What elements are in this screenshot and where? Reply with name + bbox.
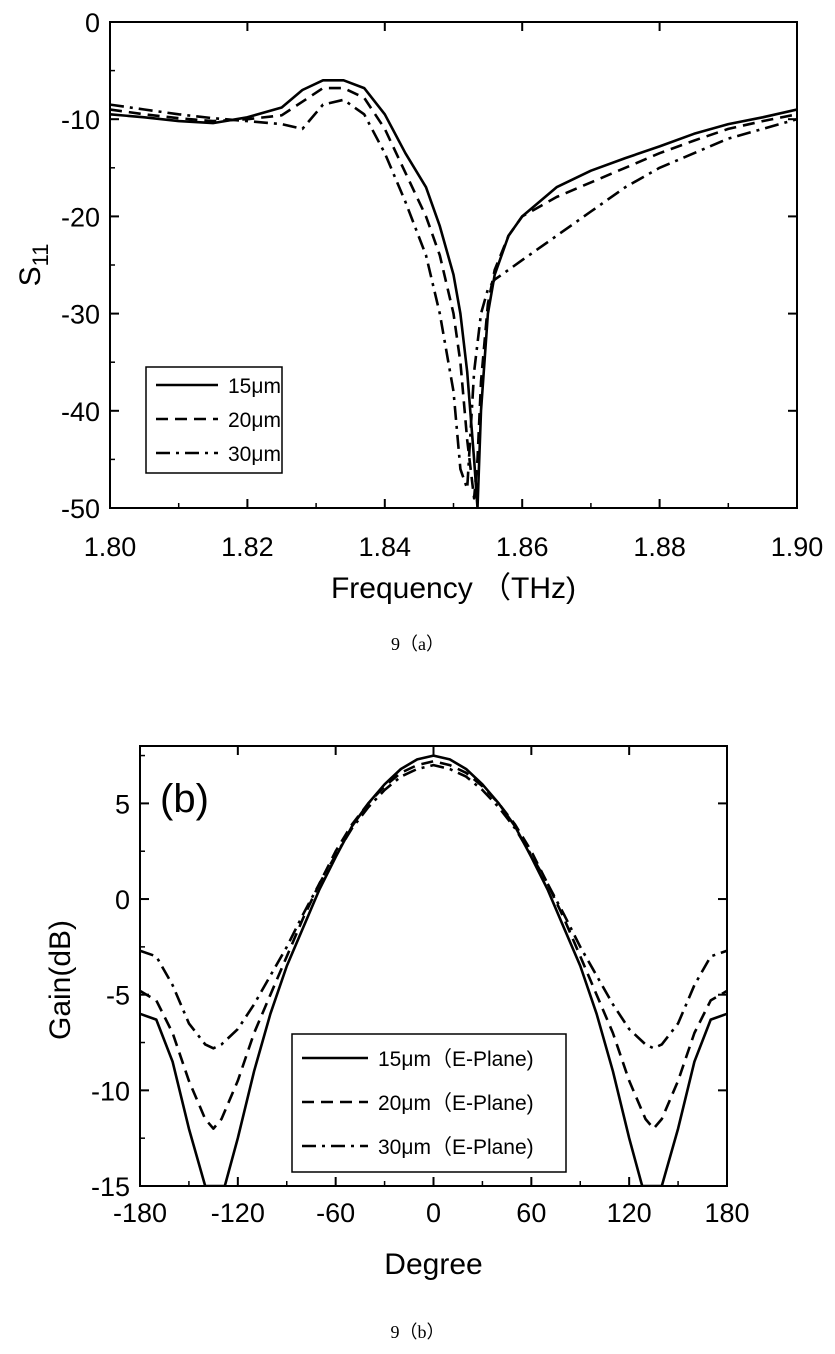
x-tick-label-b: 120 [607, 1198, 652, 1228]
legend-b: 15μm（E-Plane) 20μm（E-Plane) 30μm（E-Plane) [292, 1034, 566, 1172]
legend-label-a-3: 30μm [228, 443, 281, 466]
legend-label-a-2: 20μm [228, 409, 281, 432]
legend-label-b-2: 20μm（E-Plane) [378, 1092, 534, 1115]
x-tick-label-b: -60 [316, 1198, 355, 1228]
x-axis-title-a: Frequency （THz) [331, 572, 576, 605]
y-axis-title-b: Gain(dB) [44, 920, 77, 1040]
y-tick-label-b: 5 [115, 789, 130, 819]
x-tick-label-a: 1.82 [221, 532, 274, 562]
legend-label-b-1: 15μm（E-Plane) [378, 1048, 534, 1071]
legend-a: 15μm 20μm 30μm [146, 367, 282, 473]
x-axis-title-b: Degree [384, 1248, 482, 1281]
x-tick-label-a: 1.84 [359, 532, 412, 562]
y-tick-label-b: -5 [106, 981, 130, 1011]
figure-b: -180 -120 -60 0 60 120 180 5 0 -5 -10 -15 Degree 15μm… [0, 700, 835, 1280]
legend-label-b-3: 30μm（E-Plane) [378, 1136, 534, 1159]
y-tick-label-a: -50 [61, 494, 100, 524]
x-tick-label-b: 0 [426, 1198, 441, 1228]
y-axis-title-a: S11 [14, 244, 53, 287]
y-tick-label-b: -15 [91, 1172, 130, 1202]
panel-label-b: (b) [160, 777, 209, 821]
y-tick-label-a: -10 [61, 105, 100, 135]
x-tick-label-b: -120 [211, 1198, 265, 1228]
y-tick-label-a: -40 [61, 397, 100, 427]
x-tick-label-b: 180 [704, 1198, 749, 1228]
chart-a: 1.80 1.82 1.84 1.86 1.88 1.90 0 -10 -20 -30 -40 -50… [0, 0, 835, 620]
x-tick-label-b: -180 [113, 1198, 167, 1228]
figure-a: 1.80 1.82 1.84 1.86 1.88 1.90 0 -10 -20 -30 -40 -50… [0, 0, 835, 620]
y-axis-title-sub-a: 11 [28, 244, 53, 267]
x-tick-label-a: 1.88 [633, 532, 686, 562]
y-axis-title-main-a: S [14, 266, 47, 286]
chart-b: -180 -120 -60 0 60 120 180 5 0 -5 -10 -15 Degree 15μm… [0, 700, 835, 1280]
caption-a: 9（a） [0, 630, 835, 656]
y-tick-label-b: -10 [91, 1076, 130, 1106]
legend-label-a-1: 15μm [228, 375, 281, 398]
x-tick-label-a: 1.86 [496, 532, 549, 562]
y-tick-label-a: 0 [85, 8, 100, 38]
x-tick-label-b: 60 [516, 1198, 546, 1228]
series-line-b-3 [140, 765, 727, 1048]
x-tick-label-a: 1.80 [84, 532, 137, 562]
y-tick-label-b: 0 [115, 885, 130, 915]
x-tick-label-a: 1.90 [771, 532, 824, 562]
caption-b: 9（b） [0, 1318, 835, 1344]
y-tick-label-a: -20 [61, 202, 100, 232]
y-tick-label-a: -30 [61, 300, 100, 330]
